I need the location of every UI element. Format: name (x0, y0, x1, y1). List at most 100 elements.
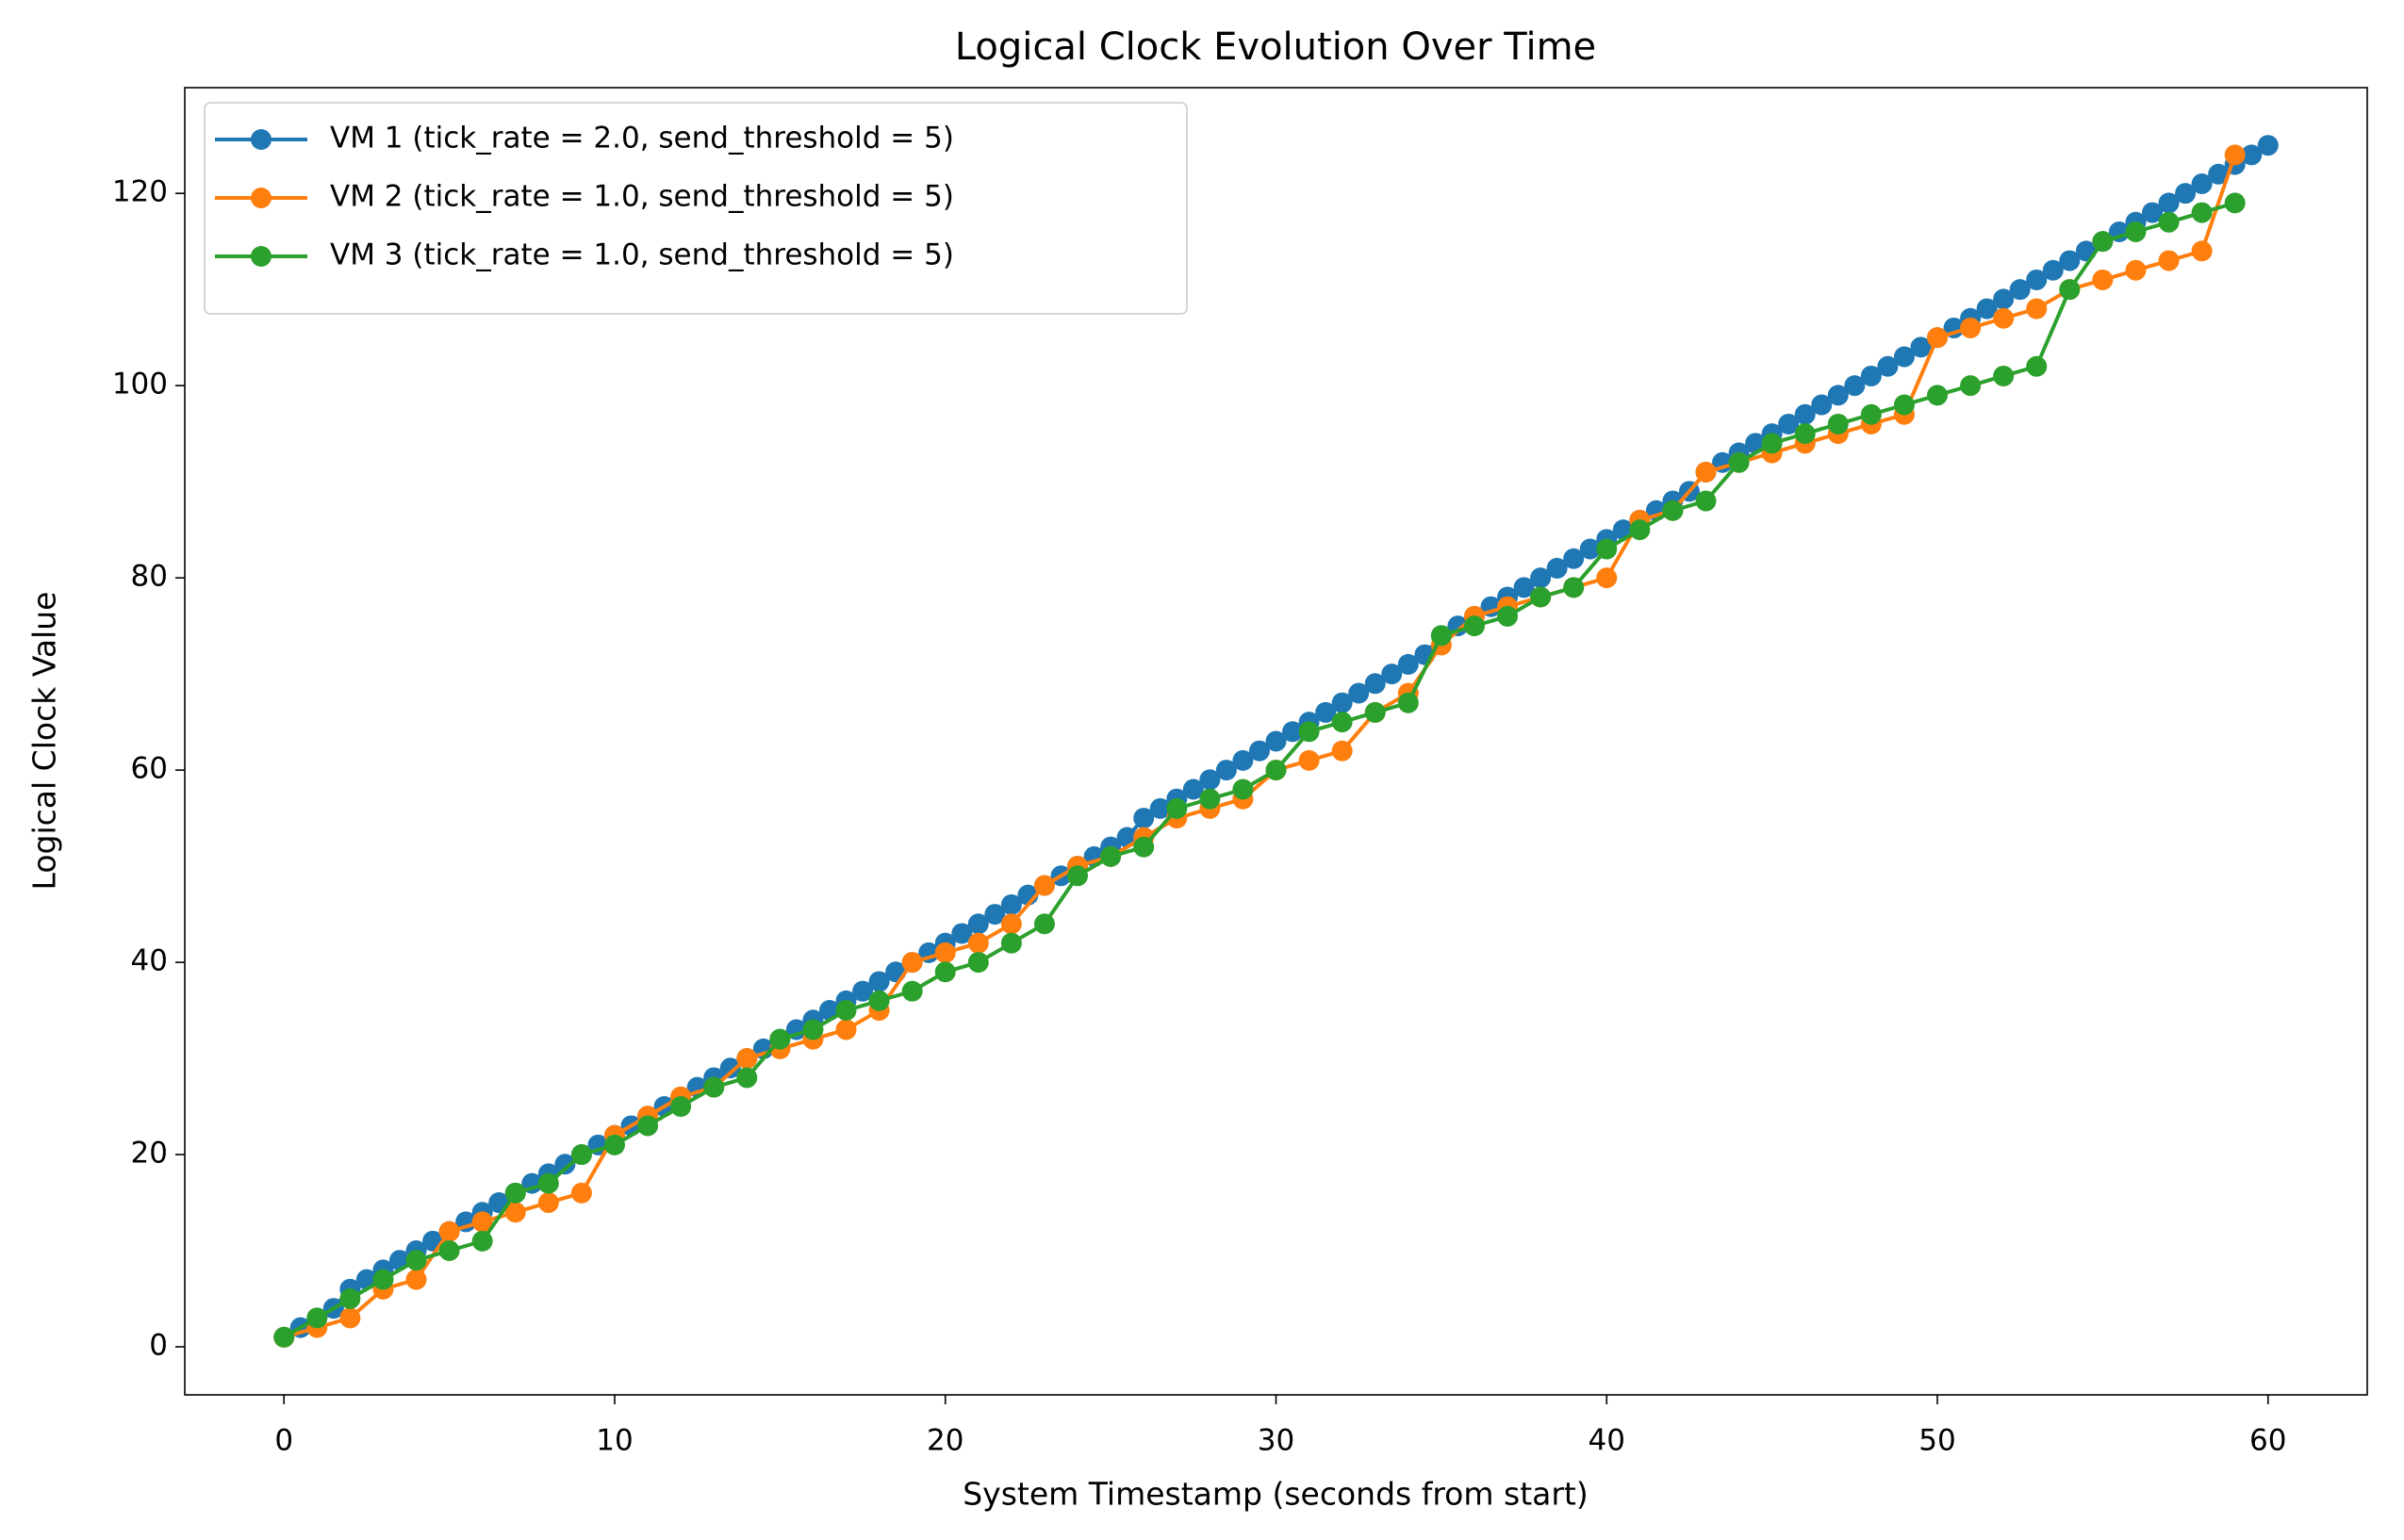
data-point (703, 1076, 725, 1098)
data-point (1993, 365, 2015, 386)
data-point (1844, 375, 1866, 397)
data-point (1910, 336, 1932, 358)
data-point (1927, 327, 1949, 349)
data-point (1282, 721, 1304, 743)
data-point (1579, 538, 1601, 560)
data-point (372, 1269, 394, 1290)
data-point (1331, 712, 1353, 733)
y-tick-label: 20 (131, 1137, 168, 1171)
data-point (2191, 172, 2213, 194)
data-point (1827, 413, 1849, 434)
data-point (1166, 797, 1188, 819)
data-point (1596, 567, 1618, 589)
x-tick-label: 40 (1589, 1424, 1625, 1458)
data-point (1298, 749, 1320, 771)
data-point (1976, 298, 1998, 319)
data-point (1662, 500, 1684, 521)
y-tick-label: 40 (131, 944, 168, 978)
data-point (835, 1000, 857, 1022)
data-point (1298, 721, 1320, 743)
data-point (1033, 875, 1055, 896)
data-point (868, 990, 890, 1011)
x-tick-label: 60 (2249, 1424, 2286, 1458)
data-point (769, 1028, 791, 1050)
data-point (967, 952, 989, 974)
data-point (2191, 202, 2213, 223)
data-point (2059, 279, 2081, 301)
data-point (967, 932, 989, 954)
data-point (405, 1269, 427, 1290)
y-axis-label: Logical Clock Value (26, 592, 63, 891)
y-tick-label: 80 (131, 560, 168, 594)
legend-label: VM 2 (tick_rate = 1.0, send_threshold = … (330, 180, 954, 214)
data-point (2224, 144, 2246, 166)
data-point (471, 1211, 493, 1233)
data-point (1232, 749, 1254, 771)
data-point (1513, 577, 1535, 598)
data-point (1960, 375, 1982, 397)
data-point (1199, 769, 1221, 791)
legend-marker (251, 188, 272, 208)
data-point (1364, 673, 1386, 695)
legend-label: VM 1 (tick_rate = 2.0, send_threshold = … (330, 122, 954, 156)
data-point (2042, 259, 2064, 281)
data-point (1315, 701, 1337, 723)
data-point (1629, 519, 1651, 541)
x-axis-label: System Timestamp (seconds from start) (963, 1476, 1589, 1513)
data-point (835, 1019, 857, 1040)
data-point (339, 1288, 361, 1310)
data-point (1728, 451, 1750, 473)
data-point (306, 1307, 328, 1329)
data-point (1331, 692, 1353, 713)
data-point (1397, 692, 1419, 713)
data-point (1100, 845, 1122, 867)
data-point (2257, 135, 2279, 156)
data-point (504, 1202, 526, 1223)
x-tick-label: 10 (596, 1424, 633, 1458)
data-point (570, 1182, 592, 1204)
y-tick-label: 0 (149, 1329, 168, 1363)
legend-box (204, 102, 1188, 315)
data-point (2158, 211, 2180, 233)
data-point (438, 1240, 460, 1262)
data-point (537, 1192, 559, 1214)
data-point (1348, 682, 1370, 704)
data-point (1546, 557, 1568, 579)
data-point (1364, 701, 1386, 723)
data-point (438, 1221, 460, 1242)
data-point (901, 952, 923, 974)
data-point (1794, 423, 1816, 445)
data-point (2208, 163, 2230, 185)
data-point (273, 1326, 295, 1348)
data-point (1993, 288, 2015, 310)
data-point (405, 1250, 427, 1271)
data-point (339, 1307, 361, 1329)
data-point (1893, 394, 1915, 416)
data-point (1563, 577, 1585, 598)
data-point (1248, 740, 1270, 762)
data-point (2158, 250, 2180, 271)
data-point (1596, 538, 1618, 560)
data-point (1265, 730, 1287, 752)
data-point (1232, 778, 1254, 800)
data-point (1778, 413, 1800, 434)
data-point (2059, 250, 2081, 271)
data-point (504, 1182, 526, 1204)
data-point (1993, 307, 2015, 329)
data-point (1067, 865, 1089, 887)
data-point (2224, 192, 2246, 214)
legend-marker (251, 129, 272, 150)
data-point (1827, 385, 1849, 406)
data-point (2125, 221, 2147, 242)
data-point (951, 923, 973, 944)
data-point (1199, 788, 1221, 810)
data-point (1811, 394, 1833, 416)
data-point (537, 1172, 559, 1194)
data-point (2092, 231, 2114, 253)
data-point (1133, 836, 1155, 858)
legend-label: VM 3 (tick_rate = 1.0, send_threshold = … (330, 238, 954, 272)
data-point (1794, 403, 1816, 425)
data-point (1960, 317, 1982, 338)
data-point (1761, 433, 1783, 454)
